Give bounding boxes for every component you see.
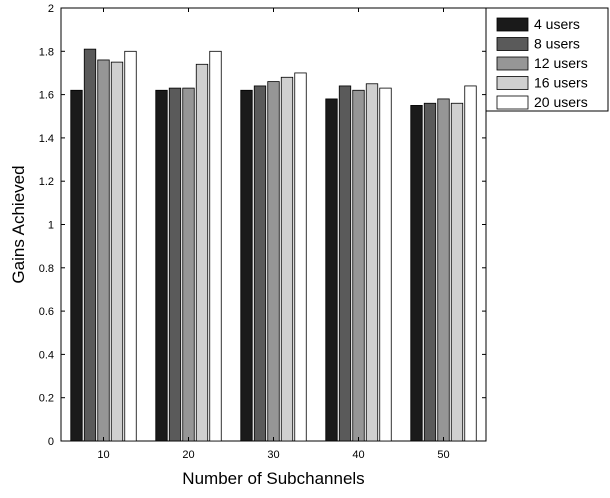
bar [352,89,365,442]
bar [83,48,97,442]
bar [338,85,352,442]
bar [97,59,110,442]
y-tick-label: 1.6 [39,90,54,102]
legend-label: 16 users [534,75,588,91]
bar [209,50,222,442]
bar [423,102,437,442]
y-tick-label: 1.8 [39,46,54,58]
bar [124,50,137,442]
x-tick-label: 50 [437,449,449,461]
bar [110,61,124,442]
y-tick-label: 2 [48,3,54,15]
y-tick-label: 0.6 [39,306,54,318]
y-tick-label: 1.2 [39,176,54,188]
bar [450,102,464,442]
bar [267,81,280,442]
bar [240,89,253,442]
bar [168,87,182,442]
legend-swatch [496,76,529,90]
x-tick-label: 30 [267,449,279,461]
bar [294,72,307,442]
y-tick-label: 0 [48,436,54,448]
legend-label: 20 users [534,94,588,110]
bar [280,76,294,442]
bar [464,85,477,442]
y-axis-label: Gains Achieved [9,165,28,283]
y-tick-label: 0.8 [39,263,54,275]
bar [379,87,392,442]
bar [410,105,423,442]
legend-label: 12 users [534,55,588,71]
bar [253,85,267,442]
legend-label: 8 users [534,36,580,52]
y-tick-label: 1.4 [39,133,54,145]
bar [325,98,338,442]
bar [437,98,450,442]
x-axis-label: Number of Subchannels [182,469,364,488]
legend-label: 4 users [534,16,580,32]
bar [70,89,83,442]
legend: 4 users 8 users 12 users 16 users 20 users [485,7,609,112]
y-tick-label: 1 [48,220,54,232]
plot-area: 0 0.2 0.4 0.6 0.8 1 1.2 1.4 1.6 1.8 2 10 20 30 40 50 [39,3,487,461]
y-tick-label: 0.2 [39,393,54,405]
bar [155,89,168,442]
x-tick-label: 20 [182,449,194,461]
x-tick-label: 40 [352,449,364,461]
bar [182,87,195,442]
bar [365,83,379,442]
legend-swatch [496,37,529,51]
legend-swatch [496,17,529,32]
legend-swatch [496,95,529,110]
legend-swatch [496,56,529,71]
y-tick-label: 0.4 [39,349,54,361]
x-tick-label: 10 [97,449,109,461]
bar [195,63,209,442]
